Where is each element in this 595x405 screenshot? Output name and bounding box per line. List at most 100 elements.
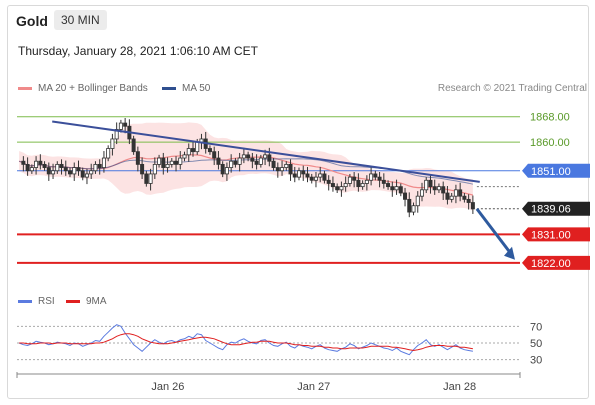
candle-body-92 (407, 198, 412, 213)
instrument-title: Gold (16, 13, 48, 29)
rsi-swatch (18, 300, 32, 303)
forecast-arrow-shaft (475, 207, 513, 255)
candle-body-99 (436, 186, 441, 191)
candle-body-76 (339, 186, 344, 191)
candle-body-9 (55, 163, 60, 172)
candle-body-104 (458, 189, 463, 197)
candle-body-58 (263, 154, 268, 159)
candle-body-101 (445, 192, 450, 200)
candle-body-84 (373, 173, 378, 178)
rsi-tick-70: 70 (530, 321, 542, 333)
ma9-line (19, 333, 473, 352)
candle-body-13 (72, 167, 77, 175)
candle-body-38 (178, 157, 183, 165)
candle-body-7 (46, 167, 51, 175)
candle-body-34 (161, 157, 166, 168)
level-tag-bg-3 (522, 201, 590, 216)
candle-body-11 (63, 167, 68, 172)
candle-body-107 (470, 202, 475, 210)
candle-body-21 (106, 148, 111, 159)
level-label-0: 1868.00 (530, 112, 570, 124)
candle-body-59 (267, 154, 272, 162)
candle-body-93 (411, 205, 416, 213)
candle-body-72 (322, 173, 327, 181)
candle-body-8 (51, 170, 56, 175)
legend-rsi-label: RSI (38, 296, 55, 307)
candle-body-73 (326, 179, 331, 184)
candle-body-65 (292, 173, 297, 178)
candle-body-4 (34, 160, 39, 168)
candle-body-97 (428, 179, 433, 188)
candle-body-55 (250, 157, 255, 162)
legend-ma50-label: MA 50 (182, 83, 211, 94)
level-tag-bg-4 (522, 227, 590, 242)
candle-body-77 (343, 183, 348, 188)
candle-body-95 (419, 189, 424, 197)
candle-body-79 (352, 176, 357, 181)
candle-body-70 (313, 176, 318, 181)
candle-body-54 (246, 154, 251, 159)
candle-body-22 (110, 138, 115, 149)
candle-body-71 (318, 173, 323, 178)
candle-body-19 (97, 163, 102, 168)
x-tick-label-2: Jan 28 (443, 381, 476, 393)
candle-body-20 (101, 157, 106, 168)
candle-body-78 (347, 176, 352, 184)
candle-body-67 (301, 170, 306, 175)
candle-body-63 (284, 163, 289, 168)
forecast-arrow-head (504, 246, 515, 260)
candle-body-88 (390, 186, 395, 191)
timeframe-badge[interactable]: 30 MIN (54, 10, 107, 30)
ma50-swatch (162, 87, 176, 90)
candle-body-87 (386, 183, 391, 188)
candle-body-10 (59, 163, 64, 168)
candle-body-29 (140, 163, 145, 175)
ma9-swatch (66, 300, 80, 303)
candle-body-83 (369, 173, 374, 181)
legend-ma9: 9MA (66, 296, 107, 307)
candle-body-32 (152, 163, 157, 175)
candle-body-16 (84, 173, 89, 178)
candle-body-14 (76, 167, 81, 172)
rsi-tick-50: 50 (530, 338, 542, 350)
candle-body-30 (144, 173, 149, 184)
x-tick-label-0: Jan 26 (151, 381, 184, 393)
candle-body-3 (29, 167, 34, 172)
candle-body-89 (394, 186, 399, 191)
candle-body-2 (25, 163, 30, 172)
candle-body-94 (415, 195, 420, 207)
candle-body-102 (449, 195, 454, 200)
candle-body-18 (93, 163, 98, 172)
rsi-tick-30: 30 (530, 355, 542, 367)
credit-text: Research © 2021 Trading Central (437, 83, 587, 94)
candle-body-27 (131, 138, 136, 153)
candle-body-37 (174, 160, 179, 165)
candle-body-100 (441, 186, 446, 194)
candle-body-81 (360, 183, 365, 188)
candle-body-98 (432, 186, 437, 191)
candle-body-42 (195, 141, 200, 153)
candle-body-50 (229, 160, 234, 168)
candle-body-51 (233, 160, 238, 165)
legend-ma20: MA 20 + Bollinger Bands (18, 83, 148, 94)
level-tag-5: 1822.00 (522, 255, 590, 270)
candle-body-105 (462, 195, 467, 200)
trendline (52, 120, 480, 183)
level-label-3: 1839.06 (531, 204, 571, 216)
legend-ma20-label: MA 20 + Bollinger Bands (38, 83, 148, 94)
candle-body-47 (216, 157, 221, 165)
candle-body-61 (275, 167, 280, 172)
candle-body-86 (381, 179, 386, 184)
legend-rsi: RSI (18, 296, 55, 307)
candle-body-17 (89, 170, 94, 175)
level-tag-bg-2 (522, 163, 590, 178)
candle-body-33 (157, 157, 162, 165)
level-tag-bg-5 (522, 255, 590, 270)
candle-body-28 (135, 151, 140, 165)
level-label-4: 1831.00 (531, 229, 571, 241)
candle-body-85 (377, 176, 382, 181)
candle-body-74 (330, 183, 335, 188)
level-tag-2: 1851.00 (522, 163, 590, 178)
candle-body-106 (466, 198, 471, 203)
